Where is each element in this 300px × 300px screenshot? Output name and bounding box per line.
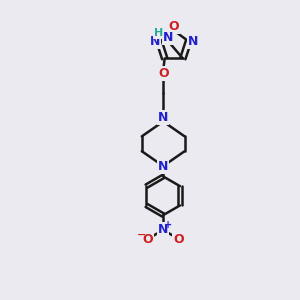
Text: O: O <box>169 20 179 34</box>
Text: O: O <box>173 233 184 246</box>
Text: H: H <box>154 28 163 38</box>
Text: N: N <box>158 224 168 236</box>
Text: N: N <box>149 35 160 48</box>
Text: O: O <box>158 68 169 80</box>
Text: N: N <box>158 111 168 124</box>
Text: −: − <box>136 230 146 240</box>
Text: N: N <box>188 35 198 48</box>
Text: N: N <box>158 160 168 172</box>
Text: O: O <box>142 233 153 246</box>
Text: +: + <box>164 220 172 230</box>
Text: N: N <box>163 31 173 44</box>
